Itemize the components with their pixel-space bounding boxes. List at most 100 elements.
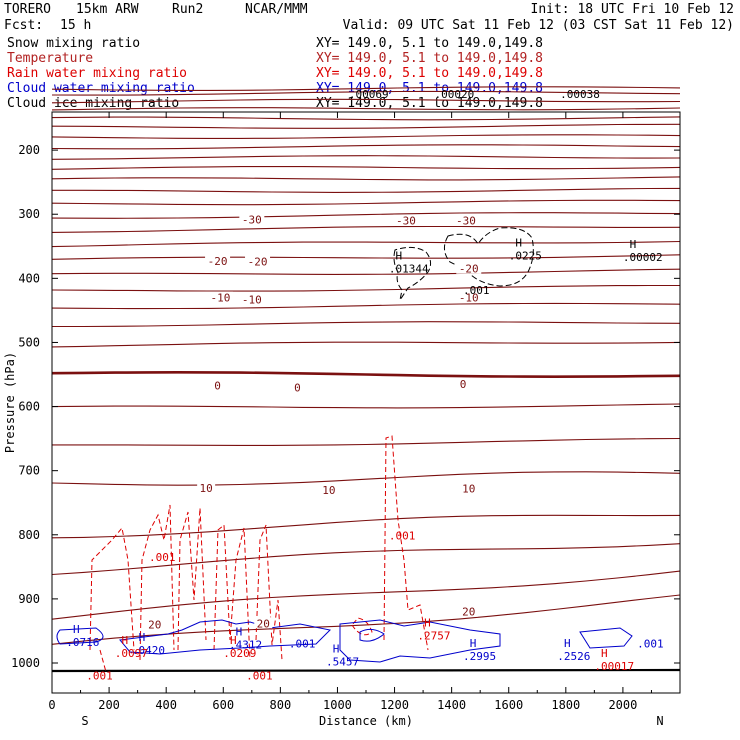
contour-label-8: -10: [242, 293, 262, 306]
isotherm-23: [51, 370, 681, 379]
legend-snow-xy: XY= 149.0, 5.1 to 149.0,149.8: [316, 36, 543, 51]
cloud-contour-3: [339, 619, 501, 663]
isotherm-10: [51, 166, 681, 170]
x-tick-label-10: 1800: [551, 698, 580, 712]
contour-label-bg-13: [197, 481, 216, 493]
y-tick-label-3: 400: [18, 271, 40, 285]
rain-contour-6: [383, 435, 429, 651]
isotherm-5: [51, 116, 681, 121]
y-tick-label-1: 200: [18, 143, 40, 157]
run-name: Run2: [172, 2, 203, 17]
contour-label-7: -10: [210, 292, 230, 305]
maximum-value-15: .2757: [417, 630, 450, 643]
isotherm-2: [51, 90, 681, 96]
contour-label-bg-15: [459, 482, 478, 494]
contour-label-13: 10: [200, 482, 213, 495]
contour-label-bg-9: [456, 291, 482, 303]
isotherm-9: [51, 155, 681, 160]
contour-label-bg-7: [207, 291, 233, 303]
contour-label-11: 0: [294, 381, 301, 394]
contour-label-5: -20: [248, 256, 268, 269]
y-tick-label-8: 900: [18, 592, 40, 606]
maximum-mark-9: H: [470, 637, 477, 650]
isotherm-30: [51, 594, 681, 645]
maximum-value-9: .2995: [463, 650, 496, 663]
maximum-mark-14: H: [230, 634, 237, 647]
maximum-value-11: .001: [289, 637, 316, 650]
x-tick-label-4: 600: [212, 698, 234, 712]
maximum-value-5: .0716: [66, 636, 99, 649]
isotherm-28: [51, 543, 681, 576]
contour-label-bg-12: [457, 378, 469, 390]
rain-contours: [89, 435, 429, 673]
axes: 0 200 400 600 800 1000 1200 1400 1600 1800 2000200…: [3, 111, 681, 728]
maximum-mark-8: H: [333, 642, 340, 655]
contour-label-bg-3: [453, 214, 479, 226]
isotherm-19: [51, 284, 680, 292]
x-tick-label-8: 1400: [437, 698, 466, 712]
isotherm-16: [51, 240, 681, 248]
cloud-contour-1: [56, 627, 104, 645]
y-tick-label-2: 300: [18, 207, 40, 221]
x-tick-label-1: 0: [48, 698, 55, 712]
x-axis-label: Distance (km): [319, 714, 413, 728]
contour-label-bg-4: [205, 255, 231, 267]
maximum-value-8: .5457: [326, 655, 359, 668]
maximum-value-19: .001: [86, 669, 113, 682]
maximum-mark-3: H: [630, 238, 637, 251]
maximum-mark-7: H: [236, 626, 243, 639]
x-tick-label-5: 800: [270, 698, 292, 712]
fcst-label: Fcst:: [4, 18, 43, 33]
maximum-value-3: .00002: [623, 251, 663, 264]
contour-label-bg-11: [291, 381, 303, 393]
legend-temperature-xy: XY= 149.0, 5.1 to 149.0,149.8: [316, 51, 543, 66]
init-time: Init: 18 UTC Fri 10 Feb 12: [531, 2, 735, 17]
y-tick-label-7: 800: [18, 528, 40, 542]
contour-label-bg-18: [459, 605, 478, 617]
maximum-value-16: .00017: [594, 660, 634, 673]
contour-label-bg-1: [239, 213, 265, 225]
y-axis-label: Pressure (hPa): [3, 352, 17, 453]
isotherm-26: [51, 471, 681, 486]
contour-label-18: 20: [462, 606, 475, 619]
maximum-value-10: .2526: [557, 650, 590, 663]
contour-label-bg-2: [393, 214, 419, 226]
maximum-value-23: .00038: [560, 88, 600, 101]
maximum-value-21: .00069: [349, 88, 389, 101]
isotherm-15: [51, 225, 681, 233]
maximum-value-18: .001: [389, 530, 416, 543]
isotherm-18: [51, 268, 681, 275]
isotherm-7: [51, 134, 681, 139]
org-name: NCAR/MMM: [245, 2, 308, 17]
fcst-value: 15 h: [60, 18, 91, 33]
contour-label-15: 10: [462, 483, 475, 496]
maximum-mark-13: H: [121, 634, 128, 647]
isotherm-4: [51, 107, 681, 111]
isotherm-29: [51, 570, 681, 620]
rain-contour-1: [89, 526, 135, 651]
maximum-value-1: .01344: [389, 262, 429, 275]
cloud-water-contours: [56, 619, 633, 663]
contour-label-bg-10: [212, 379, 224, 391]
x-tick-label-3: 400: [155, 698, 177, 712]
maximum-mark-1: H: [396, 249, 403, 262]
surface-line: [51, 668, 681, 673]
y-tick-label-9: 1000: [11, 656, 40, 670]
isotherm-21: [52, 321, 681, 328]
maximum-mark-15: H: [424, 617, 431, 630]
model-resolution: 15km ARW: [76, 2, 139, 17]
maximum-value-6: .0420: [132, 644, 165, 657]
contour-label-bg-14: [319, 483, 338, 495]
contour-label-bg-8: [239, 293, 265, 305]
temperature-isotherms: [51, 86, 681, 673]
contour-label-4: -20: [208, 255, 228, 268]
maximum-value-22: .00020: [435, 88, 475, 101]
isotherm-12: [52, 187, 681, 193]
maximum-mark-2: H: [515, 236, 522, 249]
maximum-value-17: .001: [149, 551, 176, 564]
rain-contour-5: [255, 524, 283, 661]
x-tick-label-9: 1600: [494, 698, 523, 712]
isotherm-13: [51, 199, 681, 206]
